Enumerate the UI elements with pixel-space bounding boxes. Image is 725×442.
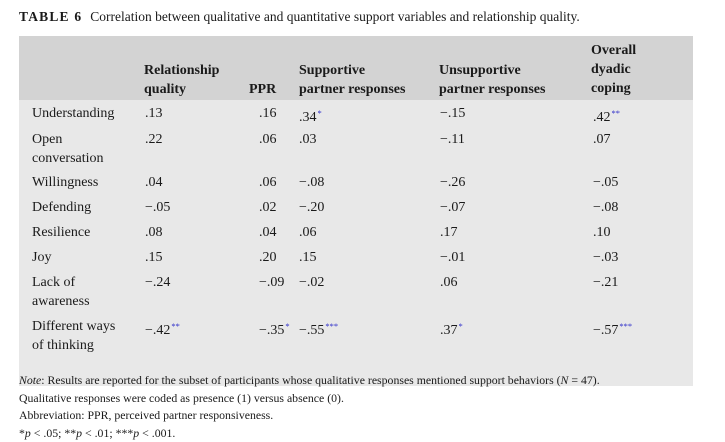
table-cell: −.57***	[593, 321, 633, 338]
abbreviation-line: Abbreviation: PPR, perceived partner res…	[19, 408, 274, 422]
row-label: Resilience	[32, 225, 91, 240]
table-cell: −.05	[145, 200, 171, 215]
row-label: Joy	[32, 250, 52, 265]
table-cell: −.09	[259, 275, 285, 290]
table-cell: .06	[259, 132, 277, 147]
table-cell: .08	[145, 225, 163, 240]
caption-text: Correlation between qualitative and quan…	[90, 9, 580, 24]
table-cell: .37*	[440, 321, 463, 338]
table-cell: .15	[299, 250, 317, 265]
table-cell: .42**	[593, 108, 621, 125]
table-cell: .06	[299, 225, 317, 240]
significance-stars: **	[171, 321, 180, 331]
coding-line: Qualitative responses were coded as pres…	[19, 390, 344, 405]
table-notes: Note: Results are reported for the subse…	[19, 372, 600, 442]
table-caption: TABLE 6 Correlation between qualitative a…	[19, 9, 580, 25]
table-cell: .04	[145, 175, 163, 190]
table-cell: .17	[440, 225, 458, 240]
table-cell: .16	[259, 106, 277, 121]
table-cell: −.21	[593, 275, 619, 290]
header-ppr: PPR	[249, 82, 277, 97]
significance-stars: *	[458, 321, 463, 331]
significance-stars: ***	[619, 321, 633, 331]
table-cell: .15	[145, 250, 163, 265]
table-cell: .10	[593, 225, 611, 240]
table-cell: −.11	[440, 132, 465, 147]
table-cell: .04	[259, 225, 277, 240]
row-label: Open conversation	[32, 132, 104, 166]
header-overall-dyadic-coping: Overall dyadic coping	[591, 43, 637, 96]
row-label: Different ways of thinking	[32, 319, 116, 353]
table-cell: .06	[259, 175, 277, 190]
header-unsupportive: Unsupportive partner responses	[439, 63, 546, 97]
table-cell: −.20	[299, 200, 325, 215]
significance-stars: *	[285, 321, 290, 331]
table-cell: −.55***	[299, 321, 339, 338]
significance-stars: *	[317, 108, 322, 118]
table-cell: −.08	[593, 200, 619, 215]
table-cell: −.42**	[145, 321, 180, 338]
table-cell: −.35*	[259, 321, 290, 338]
significance-line: *p < .05; **p < .01; ***p < .001.	[19, 425, 176, 440]
table-cell: −.26	[440, 175, 466, 190]
table-cell: .22	[145, 132, 163, 147]
table-cell: −.15	[440, 106, 466, 121]
row-label: Willingness	[32, 175, 99, 190]
note-line: Note: Results are reported for the subse…	[19, 373, 600, 387]
significance-stars: **	[611, 108, 621, 118]
table-cell: .07	[593, 132, 611, 147]
table-cell: .13	[145, 106, 163, 121]
significance-stars: ***	[325, 321, 339, 331]
table-cell: −.01	[440, 250, 466, 265]
row-label: Understanding	[32, 106, 115, 121]
table-cell: .34*	[299, 108, 322, 125]
header-relationship-quality: Relationship quality	[144, 63, 220, 97]
table-cell: .03	[299, 132, 317, 147]
table-cell: −.02	[299, 275, 325, 290]
row-label: Defending	[32, 200, 92, 215]
table-number: TABLE 6	[19, 9, 83, 24]
table-header: Relationship quality PPR Supportive partne…	[19, 36, 693, 100]
table-cell: −.05	[593, 175, 619, 190]
table-cell: .20	[259, 250, 277, 265]
table-cell: .02	[259, 200, 277, 215]
table-cell: −.07	[440, 200, 466, 215]
correlation-table: Relationship quality PPR Supportive partne…	[19, 36, 693, 386]
row-label: Lack of awareness	[32, 275, 90, 309]
table-cell: −.03	[593, 250, 619, 265]
table-cell: .06	[440, 275, 458, 290]
table-cell: −.08	[299, 175, 325, 190]
table-cell: −.24	[145, 275, 171, 290]
header-supportive: Supportive partner responses	[299, 63, 406, 97]
